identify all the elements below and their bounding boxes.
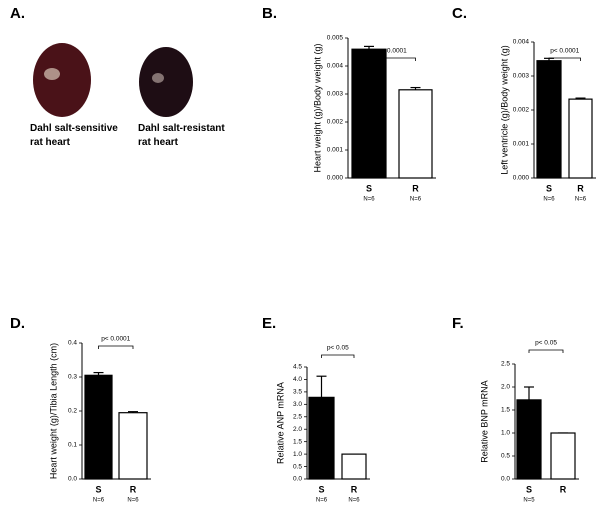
n-label: N=6 [316,498,328,504]
bar [398,89,433,179]
y-tick-label: 2.5 [293,413,302,420]
significance-bracket [98,345,134,349]
bar [536,60,562,179]
y-tick-label: 1.0 [501,430,510,437]
bar [84,374,113,480]
y-tick-label: 0.003 [513,73,530,80]
n-label: N=6 [127,498,139,504]
panel-label: F. [452,315,464,332]
y-tick-label: 0.000 [327,175,344,182]
y-axis-label: Relative BNP mRNA [479,380,489,462]
y-axis-label: Left ventricle (g)/Body weight (g) [499,45,509,175]
bar [118,412,148,480]
panel-label: D. [10,315,25,332]
y-tick-label: 1.5 [293,438,302,445]
panel-label: B. [262,5,277,22]
y-tick-label: 0.001 [327,147,344,154]
y-axis-label: Heart weight (g)/Tibia Length (cm) [48,343,58,479]
y-tick-label: 0.000 [513,175,530,182]
n-label: N=6 [410,197,422,203]
y-tick-label: 3.5 [293,389,302,396]
significance-bracket [548,57,581,61]
y-tick-label: 2.5 [501,361,510,368]
caption: rat heart [138,137,179,148]
bar [516,399,542,480]
y-tick-label: 0.004 [327,63,344,70]
n-label: N=6 [543,197,555,203]
y-axis-label: Heart weight (g)/Body weight (g) [312,43,322,172]
bar [568,98,593,179]
y-tick-label: 4.0 [293,376,302,383]
y-tick-label: 1.5 [501,407,510,414]
n-label: N=5 [523,498,535,504]
y-tick-label: 0.5 [501,453,510,460]
annotation: p< 0.0001 [378,48,407,55]
bar [341,453,367,480]
annotation: p< 0.0001 [550,48,579,55]
y-tick-label: 0.002 [327,119,344,126]
n-label: N=6 [575,197,587,203]
bar [308,396,335,480]
bar [550,432,576,480]
x-tick-label: S [546,183,552,193]
caption: Dahl salt-sensitive [30,123,118,134]
y-tick-label: 0.005 [327,35,344,42]
y-tick-label: 1.0 [293,451,302,458]
y-tick-label: 0.001 [513,141,530,148]
panel-label: A. [10,5,25,22]
y-tick-label: 0.1 [68,442,77,449]
x-tick-label: R [351,484,358,494]
y-tick-label: 0.0 [501,476,510,483]
annotation: p< 0.05 [327,345,349,352]
y-tick-label: 3.0 [293,401,302,408]
y-tick-label: 2.0 [501,384,510,391]
y-tick-label: 0.003 [327,91,344,98]
y-tick-label: 2.0 [293,426,302,433]
significance-bracket [528,349,564,353]
y-tick-label: 0.004 [513,39,530,46]
heart-highlight [152,73,164,83]
x-tick-label: R [560,484,567,494]
x-tick-label: S [95,484,101,494]
significance-bracket [368,57,416,61]
n-label: N=6 [363,197,375,203]
y-tick-label: 4.5 [293,364,302,371]
n-label: N=6 [348,498,360,504]
x-tick-label: S [366,183,372,193]
panel-label: E. [262,315,276,332]
annotation: p< 0.05 [535,340,557,347]
heart-photo [33,43,91,117]
n-label: N=6 [93,498,105,504]
heart-photo [139,47,193,117]
y-tick-label: 0.4 [68,340,77,347]
x-tick-label: R [577,183,584,193]
caption: rat heart [30,137,71,148]
panel-label: C. [452,5,467,22]
y-tick-label: 0.0 [293,476,302,483]
x-tick-label: R [130,484,137,494]
y-tick-label: 0.3 [68,374,77,381]
y-tick-label: 0.0 [68,476,77,483]
y-tick-label: 0.002 [513,107,530,114]
y-tick-label: 0.2 [68,408,77,415]
x-tick-label: R [412,183,419,193]
y-tick-label: 0.5 [293,463,302,470]
significance-bracket [321,354,355,358]
heart-highlight [44,68,60,80]
x-tick-label: S [318,484,324,494]
x-tick-label: S [526,484,532,494]
caption: Dahl salt-resistant [138,123,225,134]
y-axis-label: Relative ANP mRNA [275,382,285,464]
annotation: p< 0.0001 [101,336,130,343]
bar [351,48,387,179]
